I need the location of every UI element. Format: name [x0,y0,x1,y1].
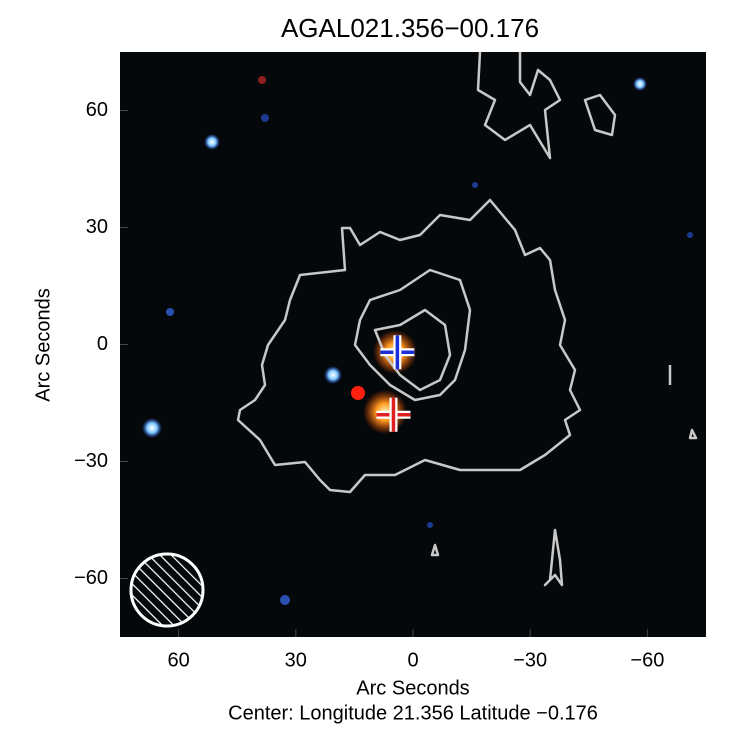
x-tick-label: 30 [285,649,307,671]
x-tick-label: −30 [513,649,547,671]
y-tick-label: 0 [97,333,108,355]
x-axis-label: Arc Seconds [356,677,469,699]
x-tick-label: 60 [167,649,189,671]
y-axis-label: Arc Seconds [32,288,54,401]
x-tick-label: −60 [630,649,664,671]
x-tick-label: 0 [407,649,418,671]
y-tick-label: 30 [86,216,108,238]
beam [129,552,205,628]
y-tick-label: −30 [74,450,108,472]
y-tick-label: 60 [86,99,108,121]
chart-title: AGAL021.356−00.176 [281,13,539,43]
subtitle: Center: Longitude 21.356 Latitude −0.176 [228,702,598,724]
y-tick-label: −60 [74,567,108,589]
contours [236,51,698,587]
